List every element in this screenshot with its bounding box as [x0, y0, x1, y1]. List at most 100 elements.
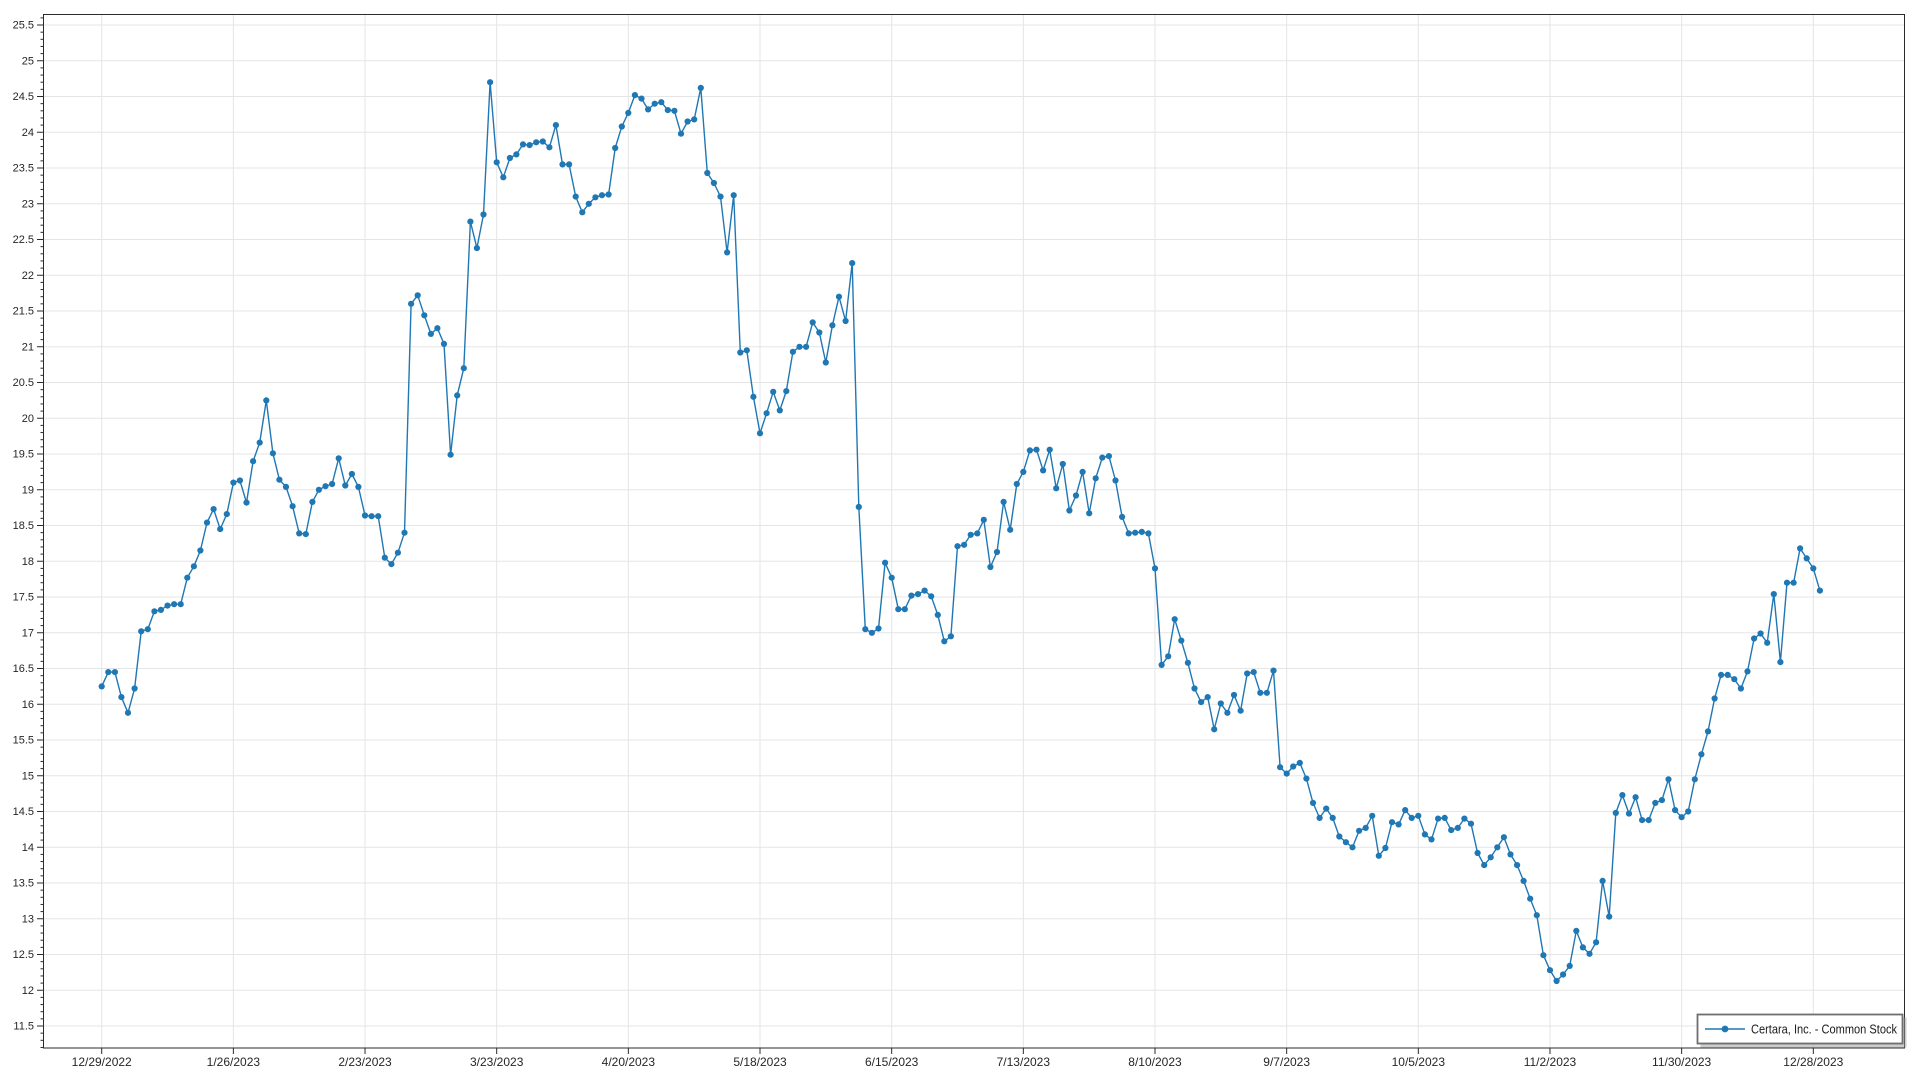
- data-point: [282, 483, 290, 490]
- y-tick-label: 20.5: [13, 377, 34, 389]
- data-point: [1691, 776, 1698, 783]
- y-tick-label: 17: [22, 627, 34, 639]
- data-point: [1685, 808, 1692, 815]
- data-point: [1731, 676, 1738, 683]
- data-point: [1678, 814, 1685, 821]
- data-point: [1553, 977, 1560, 985]
- data-point: [381, 554, 388, 561]
- data-point: [1612, 809, 1619, 817]
- x-tick-label: 12/29/2022: [72, 1055, 132, 1069]
- data-point: [138, 628, 145, 635]
- x-tick-label: 11/2/2023: [1524, 1055, 1577, 1069]
- data-point: [842, 317, 849, 325]
- data-point: [276, 476, 283, 483]
- data-point: [401, 529, 408, 536]
- data-point: [1198, 699, 1205, 706]
- data-point: [776, 407, 783, 414]
- data-point: [868, 629, 876, 636]
- data-point: [408, 300, 415, 307]
- y-axis-ticks: [37, 17, 44, 1048]
- data-point: [217, 526, 224, 533]
- data-point: [1303, 775, 1310, 782]
- data-point: [388, 561, 395, 568]
- data-point: [1777, 659, 1784, 666]
- data-point: [1797, 545, 1804, 552]
- x-axis-labels: 12/29/2022 1/26/2023 2/23/2023 3/23/2023 4/2…: [72, 1055, 1844, 1069]
- data-point: [618, 123, 625, 130]
- data-point: [651, 100, 658, 107]
- data-point: [315, 486, 322, 493]
- data-point: [1415, 812, 1422, 819]
- data-point: [1244, 670, 1251, 677]
- data-point: [1474, 849, 1481, 857]
- data-point: [506, 154, 513, 162]
- data-point: [1007, 526, 1014, 533]
- data-point: [1757, 630, 1764, 637]
- data-point: [329, 480, 336, 488]
- y-tick-label: 22: [22, 270, 34, 282]
- x-tick-label: 7/13/2023: [997, 1055, 1051, 1069]
- data-point: [124, 709, 132, 716]
- y-tick-label: 14.5: [13, 806, 34, 818]
- data-point: [895, 606, 902, 613]
- data-point: [1309, 799, 1317, 807]
- data-point: [1573, 927, 1580, 935]
- data-point: [724, 249, 731, 256]
- data-point: [1803, 555, 1810, 562]
- data-point: [375, 513, 382, 520]
- data-point: [875, 625, 882, 632]
- data-point: [1665, 776, 1672, 783]
- data-point: [1040, 467, 1047, 474]
- data-point: [1119, 513, 1126, 521]
- data-point: [882, 559, 889, 566]
- legend[interactable]: Certara, Inc. - Common Stock: [1696, 1013, 1907, 1048]
- data-point: [1323, 805, 1330, 812]
- y-tick-label: 19: [22, 484, 34, 496]
- data-point: [1421, 831, 1428, 838]
- x-tick-label: 5/18/2023: [733, 1055, 787, 1069]
- data-point: [1586, 950, 1593, 957]
- data-point: [1658, 797, 1665, 804]
- data-point: [598, 192, 606, 199]
- data-point: [203, 519, 211, 526]
- data-point: [1079, 468, 1086, 475]
- data-point: [210, 506, 217, 513]
- data-point: [1375, 852, 1382, 859]
- data-point: [1092, 475, 1099, 482]
- data-point: [1500, 834, 1507, 841]
- data-point: [750, 393, 757, 400]
- data-point: [1000, 498, 1007, 505]
- y-tick-label: 24: [22, 127, 34, 139]
- data-point: [157, 606, 164, 614]
- data-point: [1191, 685, 1198, 692]
- data-point: [684, 118, 691, 125]
- data-point: [1211, 726, 1218, 733]
- data-point: [1283, 770, 1290, 777]
- data-point: [309, 498, 316, 505]
- data-point: [974, 530, 981, 537]
- data-point: [849, 260, 856, 267]
- data-point: [803, 343, 810, 350]
- data-point: [421, 312, 428, 319]
- data-point: [184, 574, 191, 581]
- data-point: [1382, 844, 1389, 852]
- data-point: [1737, 685, 1744, 692]
- data-point: [368, 513, 375, 520]
- y-tick-label: 25: [22, 55, 34, 67]
- data-point: [289, 503, 296, 510]
- y-tick-label: 13: [22, 913, 34, 925]
- data-point: [322, 483, 329, 490]
- data-point: [993, 548, 1001, 556]
- data-point: [1619, 792, 1626, 799]
- data-point: [947, 633, 955, 640]
- data-point: [1132, 529, 1139, 536]
- y-tick-label: 12.5: [13, 949, 34, 961]
- data-point: [296, 530, 303, 537]
- data-point: [394, 549, 401, 556]
- y-tick-label: 16: [22, 699, 34, 711]
- y-tick-label: 25.5: [13, 20, 34, 32]
- data-point: [1435, 815, 1442, 822]
- data-point: [1204, 694, 1211, 701]
- data-point: [230, 479, 237, 486]
- data-point: [631, 92, 639, 99]
